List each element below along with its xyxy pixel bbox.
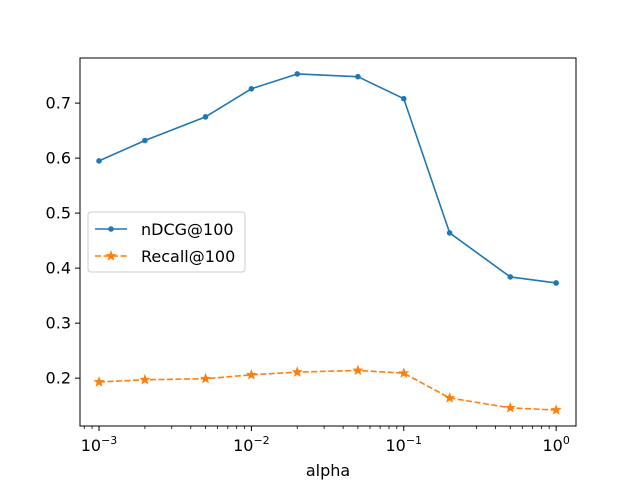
data-point <box>199 372 212 384</box>
x-tick-label-exponent: −3 <box>101 434 117 447</box>
x-tick-label-base: 10 <box>81 436 101 455</box>
x-tick-label-exponent: −2 <box>253 434 269 447</box>
data-point <box>446 230 453 236</box>
data-point <box>352 364 364 376</box>
legend-entry: Recall@100 <box>95 247 235 266</box>
x-axis: 10−3 10−2 10−1 100 <box>81 426 570 455</box>
data-point <box>96 158 102 164</box>
data-point <box>398 367 410 378</box>
x-tick-label-base: 10 <box>385 436 405 455</box>
legend-label: nDCG@100 <box>141 220 234 239</box>
legend-entry: nDCG@100 <box>95 220 234 239</box>
series-1 <box>93 364 562 415</box>
series-line <box>98 73 557 284</box>
data-point <box>444 392 456 403</box>
data-point <box>93 376 105 387</box>
plot-frame <box>79 57 577 427</box>
y-tick-label: 0.2 <box>46 369 71 388</box>
y-tick-label: 0.6 <box>46 149 71 168</box>
legend-marker <box>108 226 114 232</box>
x-tick-label: 10−1 <box>385 434 422 455</box>
x-tick-label-exponent: 0 <box>563 434 570 447</box>
x-axis-label: alpha <box>306 461 350 480</box>
data-point <box>400 95 407 102</box>
data-point <box>550 404 562 415</box>
data-point <box>507 274 514 280</box>
data-point <box>142 137 148 144</box>
data-point <box>504 401 516 413</box>
data-point <box>245 368 257 380</box>
x-tick-label: 10−2 <box>233 434 270 455</box>
series-line <box>99 369 557 411</box>
data-point <box>139 373 151 385</box>
y-tick-label: 0.7 <box>46 94 71 113</box>
data-point <box>294 71 301 77</box>
x-tick-label-base: 10 <box>233 436 253 455</box>
data-point <box>248 86 255 92</box>
x-tick-label-base: 10 <box>542 436 562 455</box>
x-tick-label-exponent: −1 <box>406 434 422 447</box>
y-tick-label: 0.4 <box>46 259 71 278</box>
y-axis: 0.2 0.3 0.4 0.5 0.6 0.7 <box>46 94 80 388</box>
series-layer <box>93 71 562 415</box>
legend-label: Recall@100 <box>141 247 235 266</box>
series-0 <box>96 71 559 286</box>
legend-marker <box>105 250 117 261</box>
data-point <box>553 280 559 286</box>
data-point <box>202 114 209 120</box>
y-tick-label: 0.5 <box>46 204 71 223</box>
x-tick-label: 100 <box>542 434 569 455</box>
x-tick-label: 10−3 <box>81 434 118 455</box>
legend: nDCG@100 Recall@100 <box>87 211 246 273</box>
y-tick-label: 0.3 <box>46 314 71 333</box>
data-point <box>291 366 303 377</box>
data-point <box>355 73 361 80</box>
legend-box <box>87 211 246 273</box>
